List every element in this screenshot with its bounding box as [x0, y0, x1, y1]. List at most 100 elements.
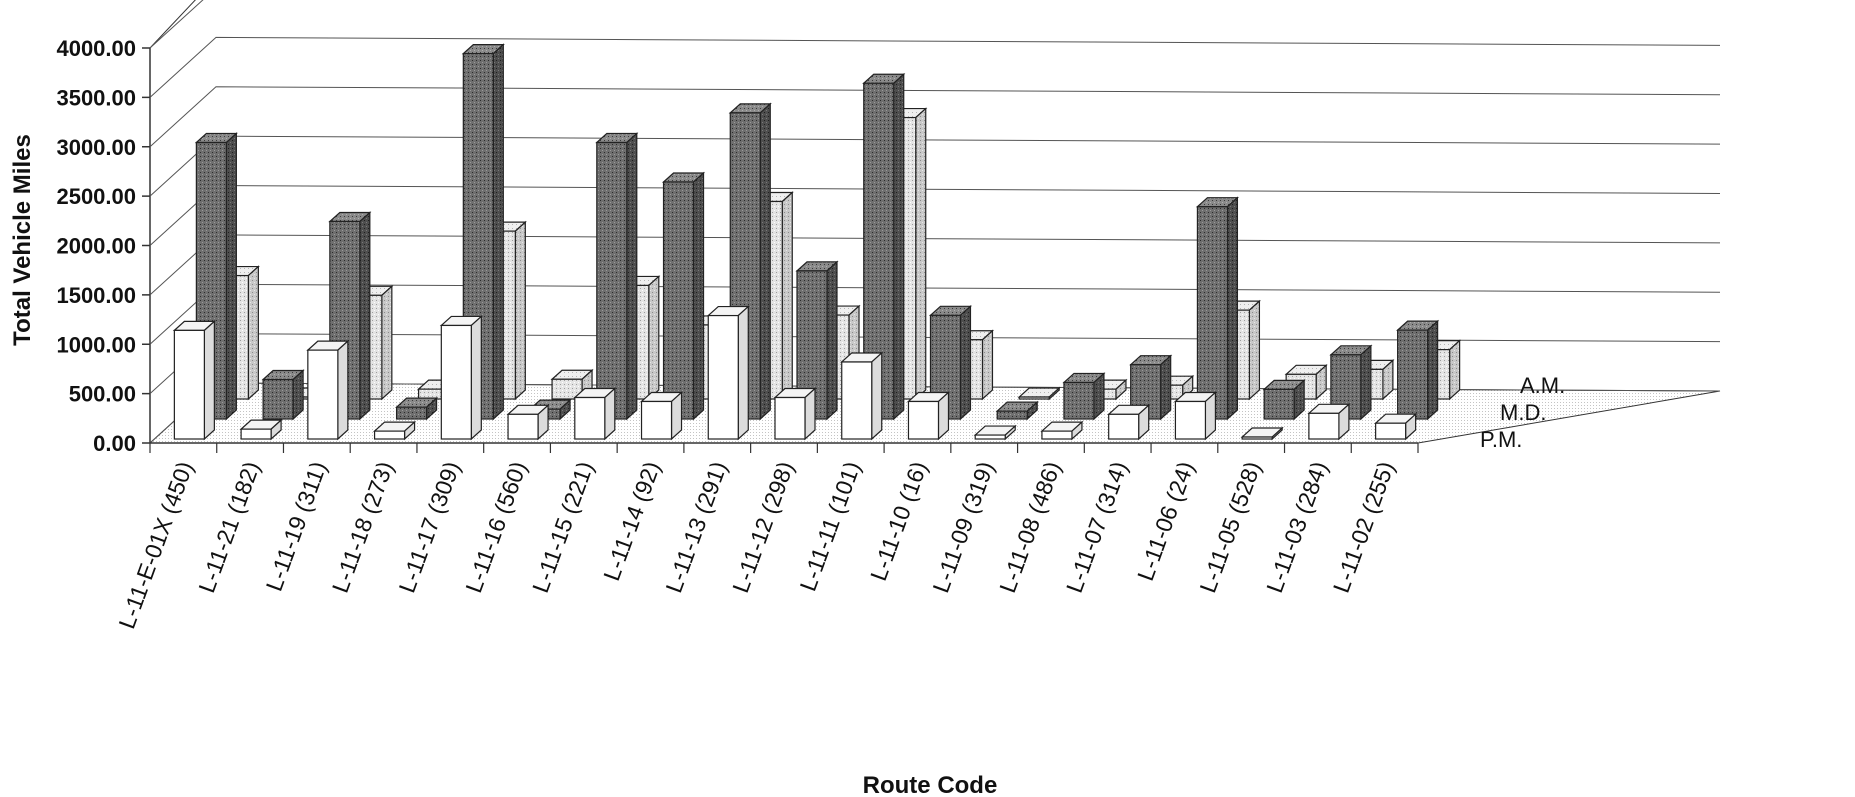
bar-pm — [973, 424, 1017, 441]
bar-md — [395, 396, 439, 421]
bar-pm — [840, 351, 884, 441]
bar-pm — [1040, 420, 1084, 441]
bar-front — [596, 141, 628, 420]
bar-front — [440, 324, 472, 440]
bar-side — [1226, 196, 1239, 421]
bar-front — [907, 400, 940, 440]
x-tick-label: L-11-07 (314) — [1061, 458, 1133, 596]
bar-front — [574, 396, 606, 440]
bar-pm — [706, 305, 750, 441]
gridline — [149, 86, 1721, 148]
legend-label: M.D. — [1500, 400, 1546, 425]
bar-pm — [373, 420, 417, 441]
bar-front — [774, 396, 806, 440]
bar-pm — [1107, 403, 1151, 441]
bar-side — [1427, 319, 1439, 421]
bar-front — [307, 349, 339, 440]
gridline — [149, 135, 1721, 197]
bar-am — [1017, 386, 1061, 401]
bar-side — [626, 132, 638, 421]
bar-am — [550, 368, 594, 401]
bar-side — [247, 265, 259, 401]
bar-side — [1360, 344, 1372, 421]
legend-label: P.M. — [1480, 427, 1522, 452]
y-tick-label: 4000.00 — [56, 36, 136, 61]
bar-side — [203, 320, 215, 441]
bar-front — [996, 410, 1028, 420]
bar-pm — [1173, 391, 1217, 441]
bar-front — [640, 400, 673, 440]
x-tick-label: L-11-16 (560) — [460, 458, 532, 596]
y-tick-label: 0.00 — [93, 431, 136, 456]
bar-side — [292, 369, 304, 421]
gridline — [149, 0, 204, 49]
x-tick-label: L-11-09 (319) — [927, 458, 999, 596]
bar-front — [1108, 413, 1140, 440]
x-tick-label: L-11-03 (284) — [1261, 458, 1333, 596]
legend-label: A.M. — [1520, 373, 1565, 398]
x-tick-label: L-11-14 (92) — [598, 458, 665, 584]
x-tick-label: L-11-15 (221) — [527, 458, 599, 596]
bar-pm — [439, 315, 483, 441]
y-tick-label: 1000.00 — [56, 332, 136, 357]
x-tick-label: L-11-E-01X (450) — [113, 458, 198, 632]
bar-side — [470, 315, 482, 441]
x-tick-label: L-11-13 (291) — [660, 458, 732, 596]
bar-pm — [239, 418, 283, 441]
bar-side — [804, 387, 816, 441]
gridline — [149, 184, 1721, 246]
bar-pm — [1240, 426, 1284, 441]
bar-side — [648, 275, 660, 401]
bar-front — [841, 361, 873, 440]
x-tick-label: L-11-08 (486) — [994, 458, 1066, 596]
bar-side — [1160, 354, 1172, 421]
y-tick-label: 3500.00 — [56, 85, 136, 110]
bar-front — [173, 329, 205, 440]
bar-pm — [573, 387, 617, 441]
bar-front — [395, 406, 428, 420]
x-tick-label: L-11-02 (255) — [1328, 458, 1400, 596]
bar-side — [1248, 299, 1261, 401]
bar-side — [604, 387, 616, 441]
bar-front — [240, 428, 272, 440]
bar-pm — [639, 391, 684, 441]
category-axis: L-11-E-01X (450)L-11-21 (182)L-11-19 (31… — [113, 442, 1419, 632]
x-tick-label: L-11-06 (24) — [1132, 458, 1199, 584]
y-axis-title: Total Vehicle Miles — [9, 134, 36, 346]
x-tick-label: L-11-17 (309) — [394, 458, 466, 596]
bar-side — [915, 107, 927, 401]
bar-front — [1308, 412, 1340, 440]
bar-side — [981, 329, 994, 401]
bar-front — [1375, 422, 1407, 440]
wall-edge — [149, 0, 196, 49]
value-axis: 0.00 500.00 1000.00 1500.00 2000.00 2500.00 30… — [56, 36, 150, 456]
bar-side — [225, 132, 237, 421]
bar-front — [1241, 436, 1273, 440]
bar-front — [1041, 430, 1073, 440]
bar-pm — [172, 320, 216, 441]
y-tick-label: 2500.00 — [56, 184, 136, 209]
bar-front — [262, 378, 294, 420]
x-tick-label: L-11-21 (182) — [193, 458, 265, 596]
bar-front — [373, 430, 406, 440]
bar-md — [1195, 196, 1239, 421]
bar-side — [670, 391, 683, 441]
bar-side — [759, 102, 771, 421]
y-tick-label: 2000.00 — [56, 234, 136, 259]
bar-side — [1449, 339, 1461, 401]
bar-front — [1397, 329, 1429, 420]
x-tick-label: L-11-05 (528) — [1194, 458, 1266, 596]
bar-front — [1263, 388, 1295, 420]
bar-side — [381, 284, 393, 401]
bar-side — [781, 191, 793, 401]
bar-side — [359, 211, 371, 421]
bar-side — [692, 171, 705, 421]
bar-front — [1174, 400, 1207, 440]
gridline — [149, 36, 1721, 98]
bar-front — [662, 181, 695, 420]
bar-side — [337, 339, 349, 441]
y-tick-label: 500.00 — [69, 382, 136, 407]
bar-pm — [773, 387, 817, 441]
x-tick-label: L-11-19 (311) — [261, 458, 332, 595]
